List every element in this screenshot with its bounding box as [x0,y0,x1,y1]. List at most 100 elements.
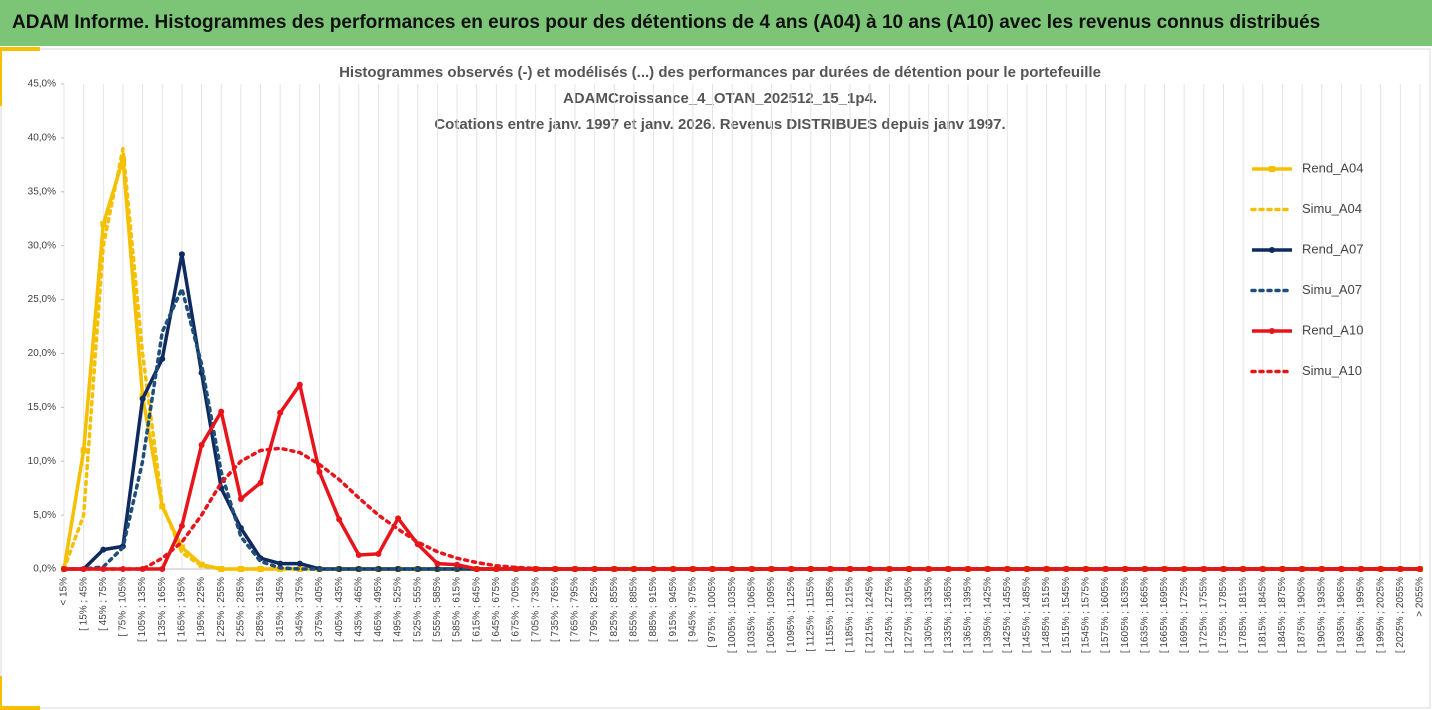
y-tick-label: 10,0% [28,456,56,467]
point [277,560,284,567]
x-tick-label: [ 795% ; 825% [589,577,600,642]
y-tick-label: 30,0% [28,240,56,251]
x-tick-label: [ 645% ; 675% [491,577,502,642]
point [178,544,185,551]
x-tick-label: [ 675% ; 705% [511,577,522,642]
legend-marker [1269,166,1275,172]
point [100,546,107,553]
series-line [62,446,1422,571]
x-tick-label: [ 1005% ; 1035% [727,577,738,653]
x-tick-label: [ 1875% ; 1905% [1297,577,1308,653]
chart-title: Cotations entre janv. 1997 et janv. 2026… [434,116,1005,133]
legend-label: Rend_A07 [1302,241,1363,256]
x-tick-label: [ 1755% ; 1785% [1218,577,1229,653]
point [237,495,244,502]
x-tick-label: [ 405% ; 435% [334,577,345,642]
x-tick-label: > 2055% [1415,577,1426,617]
y-tick-label: 35,0% [28,186,56,197]
x-tick-label: [ 1095% ; 1125% [786,577,797,653]
legend-label: Simu_A07 [1302,282,1362,297]
x-tick-label: [ 495% ; 525% [393,577,404,642]
point [277,409,284,416]
y-tick-label: 15,0% [28,402,56,413]
point [178,251,185,258]
x-tick-label: [ 615% ; 645% [471,577,482,642]
y-tick-label: 45,0% [28,79,56,90]
point [159,566,166,572]
x-tick-label: [ 1335% ; 1365% [943,577,954,653]
x-tick-label: [ 945% ; 975% [688,577,699,642]
x-tick-label: [ 1365% ; 1395% [963,577,974,653]
legend-label: Rend_A04 [1302,160,1363,175]
chart-frame [0,48,1431,709]
x-tick-label: [ 285% ; 315% [255,577,266,642]
point [336,516,343,523]
point [650,566,657,572]
x-tick-label: [ 525% ; 555% [412,577,423,642]
x-tick-label: [ 375% ; 405% [314,577,325,642]
x-tick-label: [ 1455% ; 1485% [1022,577,1033,653]
x-tick-label: [ 75% ; 105% [118,577,129,637]
x-tick-label: [ 465% ; 495% [373,577,384,642]
x-tick-label: [ 1665% ; 1695% [1159,577,1170,653]
point [473,566,480,572]
x-tick-label: [ 1965% ; 1995% [1356,577,1367,653]
x-tick-label: [ 255% ; 285% [236,577,247,642]
point [119,156,126,163]
x-tick-label: [ 1155% ; 1185% [825,577,836,652]
x-tick-label: [ 1725% ; 1755% [1198,577,1209,653]
x-tick-label: [ 1395% ; 1425% [982,577,993,653]
x-tick-label: [ 855% ; 885% [629,577,640,642]
x-tick-label: [ 1215% ; 1245% [864,577,875,653]
point [178,522,185,529]
point [454,561,461,568]
y-tick-label: 0,0% [33,564,56,575]
x-tick-label: [ 1125% ; 1155% [805,577,816,652]
x-tick-label: [ 345% ; 375% [294,577,305,642]
x-tick-label: [ 165% ; 195% [177,577,188,642]
x-tick-label: [ 1605% ; 1635% [1120,577,1131,653]
x-tick-label: [ 1545% ; 1575% [1081,577,1092,653]
x-tick-label: [ 1575% ; 1605% [1100,577,1111,653]
x-tick-label: [ 45% ; 75% [98,577,109,631]
x-tick-label: [ 2025% ; 2055% [1395,577,1406,653]
x-tick-label: [ 195% ; 225% [196,577,207,642]
x-tick-label: [ 825% ; 855% [609,577,620,642]
x-tick-label: [ 1515% ; 1545% [1061,577,1072,653]
x-tick-label: [ 1305% ; 1335% [923,577,934,653]
x-tick-label: [ 735% ; 765% [550,577,561,642]
x-tick-label: [ 1275% ; 1305% [904,577,915,653]
chart-title: ADAMCroissance_4_OTAN_202512_15_1p4. [563,90,877,107]
x-tick-label: [ 135% ; 165% [157,577,168,642]
x-tick-label: [ 1815% ; 1845% [1257,577,1268,653]
x-tick-label: < 15% [59,577,70,606]
x-tick-label: [ 1695% ; 1725% [1179,577,1190,653]
x-tick-label: [ 1485% ; 1515% [1041,577,1052,653]
legend-label: Simu_A04 [1302,201,1362,216]
point [198,442,205,449]
point [434,560,441,567]
corner-accent [0,676,40,710]
chart-title: Histogrammes observés (-) et modélisés (… [339,64,1101,81]
x-tick-label: [ 1635% ; 1665% [1140,577,1151,653]
x-tick-label: [ 1035% ; 1065% [746,577,757,653]
legend-label: Rend_A10 [1302,322,1363,337]
point [218,408,225,415]
x-tick-label: [ 225% ; 255% [216,577,227,642]
y-tick-label: 5,0% [33,510,56,521]
x-tick-label: [ 105% ; 135% [137,577,148,642]
legend-label: Simu_A10 [1302,363,1362,378]
x-tick-label: [ 1905% ; 1935% [1316,577,1327,653]
x-tick-label: [ 1065% ; 1095% [766,577,777,653]
x-tick-label: [ 1185% ; 1215% [845,577,856,653]
point [375,550,382,557]
point [355,551,362,558]
x-tick-label: [ 1425% ; 1455% [1002,577,1013,653]
point [257,479,264,486]
y-tick-label: 25,0% [28,294,56,305]
x-tick-label: [ 915% ; 945% [668,577,679,642]
point [139,395,146,402]
x-tick-label: [ 1845% ; 1875% [1277,577,1288,653]
x-tick-label: [ 435% ; 465% [353,577,364,642]
